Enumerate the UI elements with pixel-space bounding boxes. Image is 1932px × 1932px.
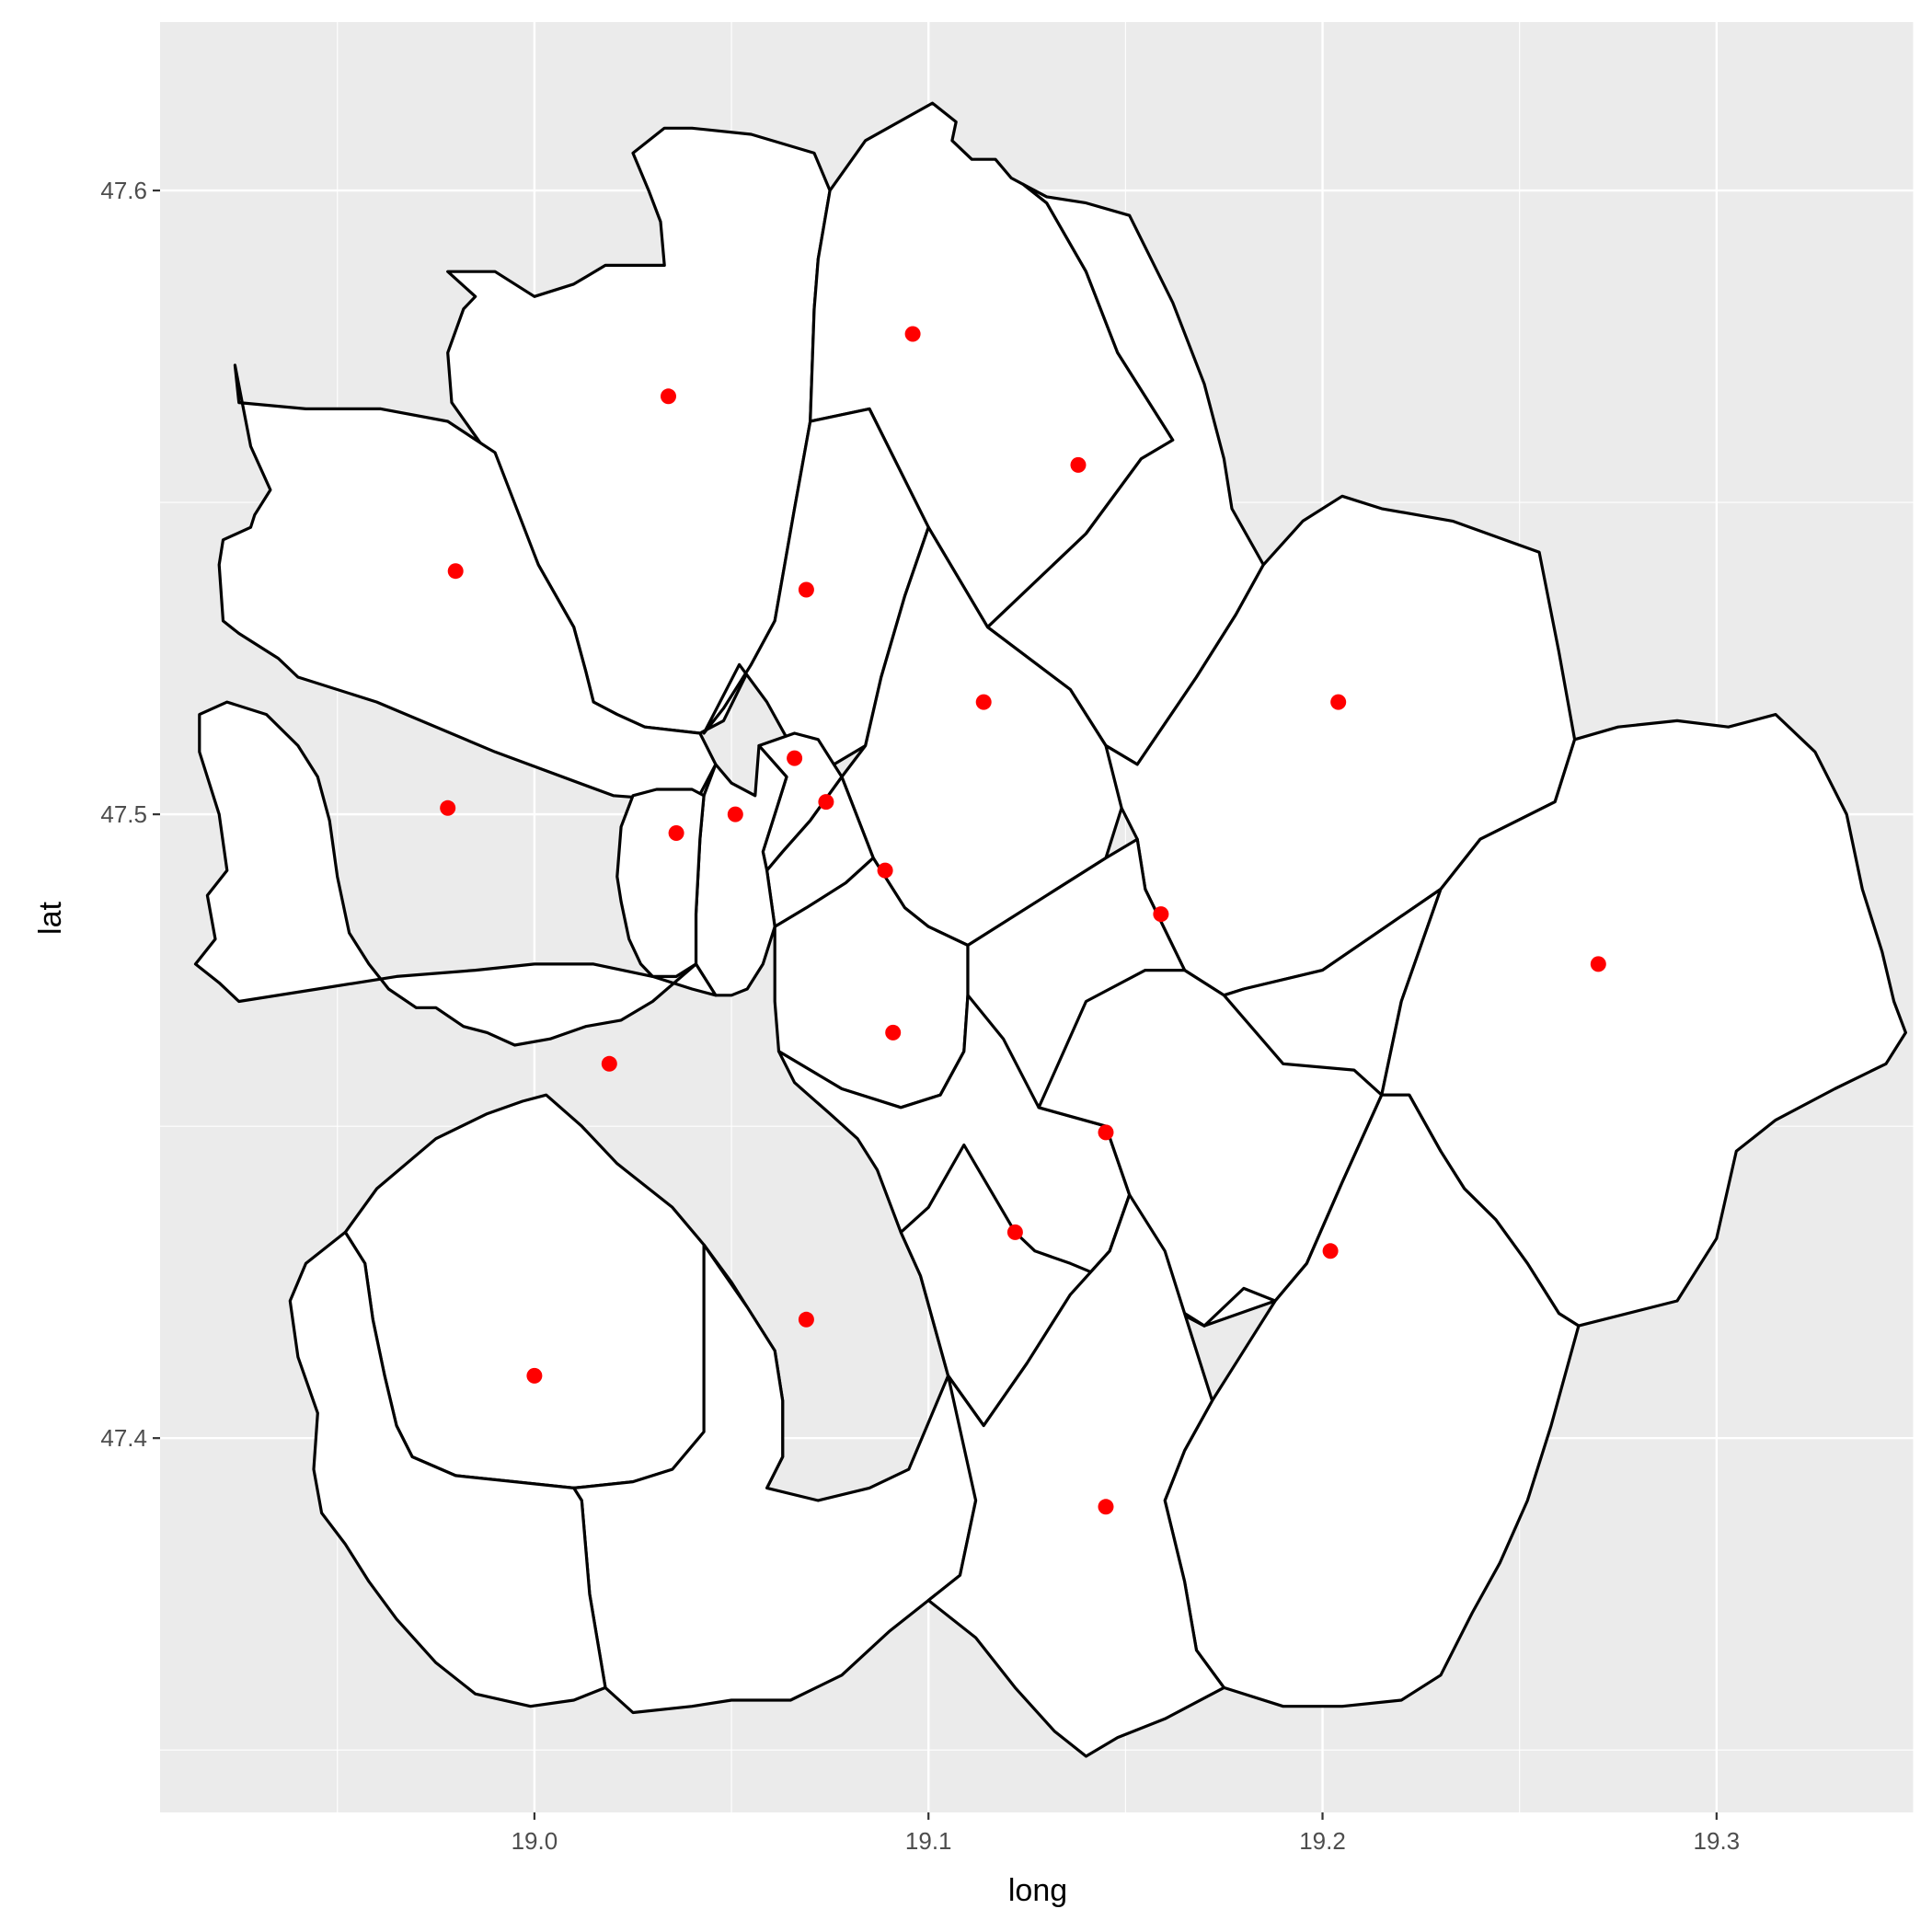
centroid-point [440,799,456,816]
y-axis-title: lat [33,901,68,934]
centroid-point [526,1367,543,1384]
district-polygon [926,1193,1226,1758]
centroid-point [1098,1124,1114,1141]
centroid-point [1070,456,1087,473]
x-tick-label: 19.3 [1694,1827,1741,1855]
x-tick-label: 19.2 [1299,1827,1346,1855]
centroid-point [668,825,684,841]
centroid-point [1098,1499,1114,1515]
x-tick-label: 19.0 [512,1827,558,1855]
centroid-point [727,806,743,822]
centroid-point [601,1055,617,1072]
axes: 19.0 19.1 19.2 19.3 47.4 47.5 47.6 [100,177,1740,1855]
centroid-point [885,1024,902,1041]
centroid-point [1006,1224,1023,1240]
centroid-point [975,694,992,710]
centroid-point [1590,956,1606,972]
centroid-point [798,581,814,598]
centroid-point [661,388,676,405]
district-polygon [288,1230,607,1708]
centroid-points [440,326,1606,1515]
y-tick-label: 47.4 [100,1424,147,1452]
centroid-point [798,1311,814,1328]
centroid-point [787,750,803,766]
district-polygon [217,363,718,804]
y-tick-label: 47.6 [100,177,147,204]
y-tick-label: 47.5 [100,800,147,828]
district-polygons [193,101,1907,1758]
centroid-point [1153,906,1169,923]
x-tick-label: 19.1 [905,1827,952,1855]
centroid-point [877,862,893,879]
centroid-point [904,326,921,342]
centroid-point [818,794,834,811]
x-axis-title: long [1008,1873,1067,1908]
centroid-point [447,563,464,580]
district-polygon [572,1243,985,1715]
centroid-point [1330,694,1347,710]
centroid-point [1322,1243,1339,1259]
